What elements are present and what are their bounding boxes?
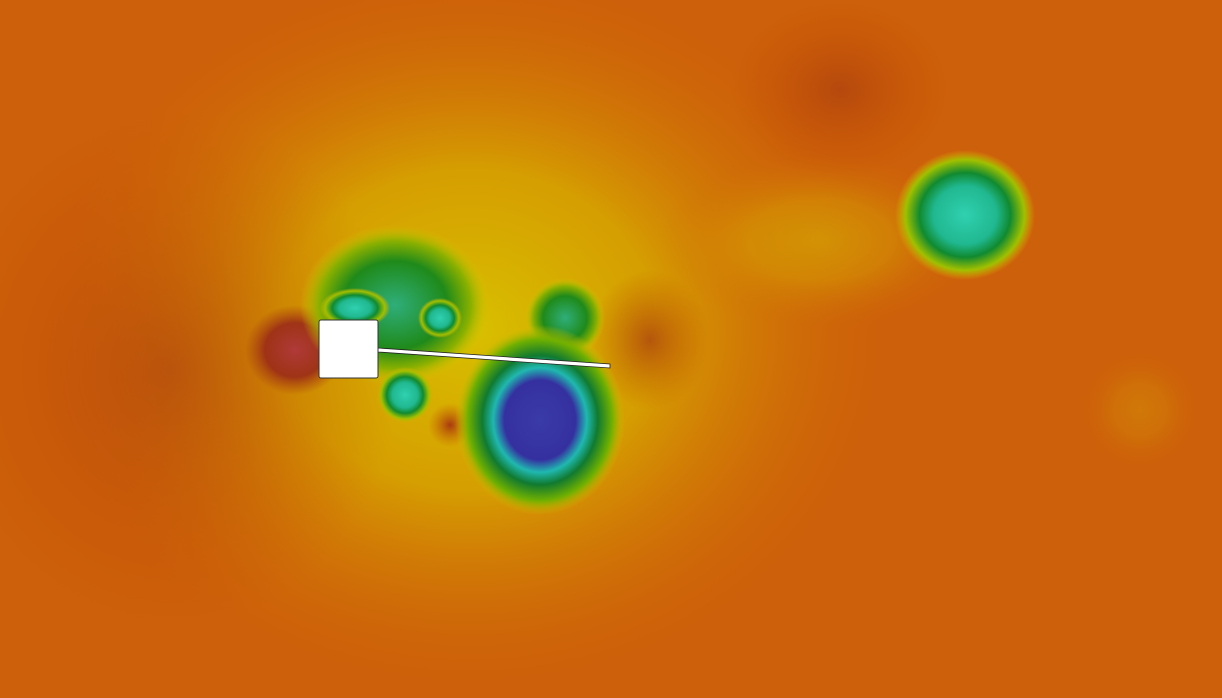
low-region	[730, 0, 950, 180]
vortex	[895, 150, 1035, 280]
high-spot	[1080, 350, 1200, 470]
vortex	[418, 298, 462, 338]
vortex	[320, 288, 390, 328]
vortex	[377, 367, 433, 423]
vortex	[455, 325, 625, 515]
low-region	[590, 270, 710, 410]
cylinder	[318, 319, 379, 379]
low-region	[0, 110, 400, 630]
